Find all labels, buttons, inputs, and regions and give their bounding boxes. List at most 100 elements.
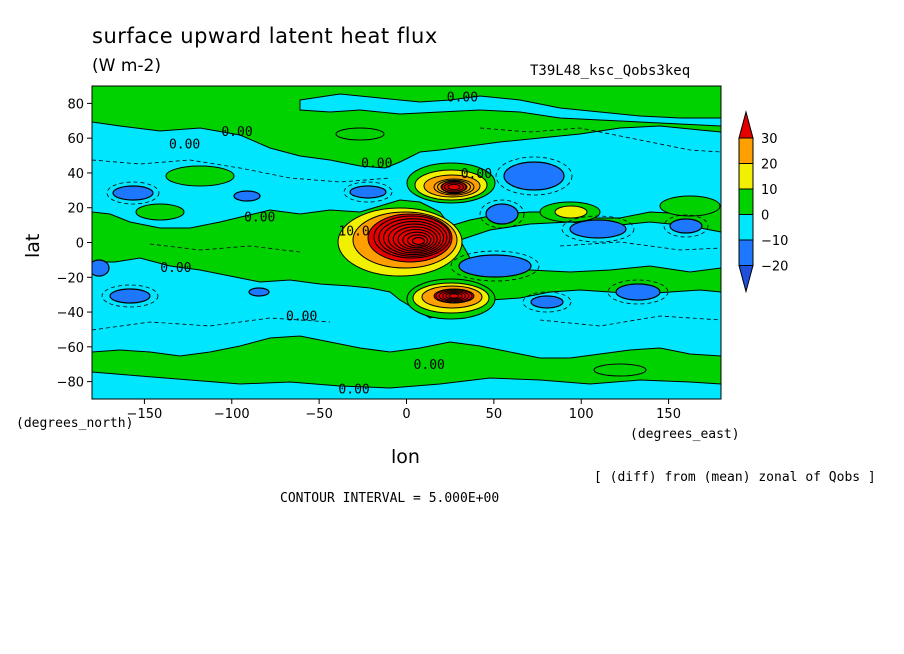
dense-contour-line — [448, 293, 460, 299]
colorbar-segment — [738, 163, 754, 190]
dense-contour-line — [444, 182, 464, 192]
dense-contour-line — [445, 292, 463, 300]
low-pocket — [349, 185, 387, 199]
green-patch — [135, 203, 185, 221]
low-pocket — [503, 161, 565, 191]
negative-contour-line — [106, 181, 160, 205]
dense-contour-line — [411, 237, 425, 245]
colorbar-label: −20 — [761, 260, 788, 275]
dense-contour-line — [397, 228, 435, 251]
negative-contour-line — [101, 284, 159, 308]
x-tick-label: −150 — [127, 407, 163, 422]
dense-contour-line — [442, 291, 466, 301]
low-pocket — [530, 295, 564, 309]
contour-label: 0.00 — [461, 167, 492, 182]
colorbar-segment — [738, 137, 754, 164]
x-units-note: (degrees_east) — [630, 427, 740, 442]
dense-contour-line — [433, 178, 475, 196]
colorbar-label: −10 — [761, 234, 788, 249]
contour-label: 0.00 — [361, 157, 392, 172]
dense-contour-line — [407, 234, 429, 247]
colorbar-label: 20 — [761, 158, 778, 173]
negative-contour-line — [522, 291, 572, 313]
negative-contour-line — [663, 214, 709, 238]
dense-contour-line — [438, 290, 470, 302]
dense-contour-line — [440, 181, 468, 193]
colorbar-segment — [738, 239, 754, 266]
high-east-core — [554, 205, 588, 219]
dense-contour-line — [447, 183, 461, 191]
x-tick-label: 0 — [402, 407, 410, 422]
colorbar-label: 10 — [761, 183, 778, 198]
chart-units: (W m-2) — [92, 56, 161, 76]
contour-interval: CONTOUR INTERVAL = 5.000E+00 — [280, 491, 500, 506]
dense-contour-line — [383, 220, 445, 256]
negative-contour-line — [495, 156, 573, 196]
y-tick-label: −40 — [57, 306, 84, 321]
contour-label: 0.00 — [286, 310, 317, 325]
dense-contour-line — [373, 215, 451, 259]
dense-contours — [373, 178, 475, 303]
experiment-label: T39L48_ksc_Qobs3keq — [530, 63, 691, 79]
contour-fill-area: 0.00 0.00 0.00 0.00 0.00 0.00 10.0 0.00 0.00 0.00… — [92, 86, 721, 399]
x-axis-label: lon — [391, 446, 420, 468]
x-axis: −150 −100 −50 0 50 100 150 — [127, 399, 681, 422]
y-tick-label: 20 — [67, 202, 84, 217]
x-tick-label: 150 — [656, 407, 681, 422]
low-pocket — [248, 287, 270, 297]
y-tick-label: −60 — [57, 341, 84, 356]
contour-labels: 0.00 0.00 0.00 0.00 0.00 0.00 10.0 0.00 0.00 0.00… — [160, 90, 492, 397]
low-pocket — [458, 254, 532, 278]
field-cyan-north-cap — [299, 93, 721, 127]
negative-contour-line — [450, 250, 540, 282]
contour-label: 0.00 — [244, 210, 275, 225]
low-pocket — [233, 190, 261, 202]
y-tick-label: 60 — [67, 132, 84, 147]
low-pocket — [615, 283, 661, 301]
x-tick-label: 50 — [486, 407, 503, 422]
dense-contour-line — [435, 289, 473, 303]
colorbar-segment — [738, 214, 754, 241]
negative-contour-line — [92, 159, 391, 183]
x-tick-label: −50 — [305, 407, 332, 422]
negative-contour-line — [92, 317, 331, 331]
green-patch — [335, 127, 385, 141]
y-axis-label: lat — [22, 233, 44, 258]
colorbar-label: 0 — [761, 209, 769, 224]
dense-contour-line — [437, 179, 471, 195]
chart-title: surface upward latent heat flux — [92, 24, 438, 48]
x-tick-label: 100 — [569, 407, 594, 422]
negative-contour-line — [479, 127, 721, 153]
low-pocket — [109, 288, 151, 304]
negative-contour-line — [343, 181, 393, 203]
diff-note: [ (diff) from (mean) zonal of Qobs ] — [594, 470, 876, 485]
y-axis: −80 −60 −40 −20 0 20 40 60 80 — [57, 97, 92, 391]
field-cyan-south-cap — [92, 371, 721, 399]
negative-contour-line — [607, 279, 669, 305]
y-tick-label: 80 — [67, 97, 84, 112]
low-pocket — [112, 185, 154, 201]
dense-contour-line — [378, 218, 448, 257]
green-patch — [165, 165, 235, 187]
dense-contour-line — [392, 226, 438, 252]
colorbar-extend-low — [738, 265, 754, 294]
negative-contour-line — [479, 199, 525, 229]
negative-contour-line — [559, 241, 721, 251]
dense-contour-line — [402, 231, 432, 249]
y-tick-label: −20 — [57, 271, 84, 286]
low-pocket — [92, 259, 110, 277]
contour-label: 0.00 — [169, 137, 200, 152]
y-units-note: (degrees_north) — [16, 416, 134, 431]
green-patch — [593, 363, 647, 377]
green-patch — [659, 195, 721, 217]
low-pocket — [669, 218, 703, 234]
negative-contour-line — [561, 215, 635, 243]
colorbar-label: 30 — [761, 132, 778, 147]
low-pocket — [569, 219, 627, 239]
contour-label: 0.00 — [221, 125, 252, 140]
contour-label: 0.00 — [338, 383, 369, 398]
low-pocket — [485, 203, 519, 225]
y-tick-label: 40 — [67, 167, 84, 182]
y-tick-label: 0 — [76, 237, 84, 252]
